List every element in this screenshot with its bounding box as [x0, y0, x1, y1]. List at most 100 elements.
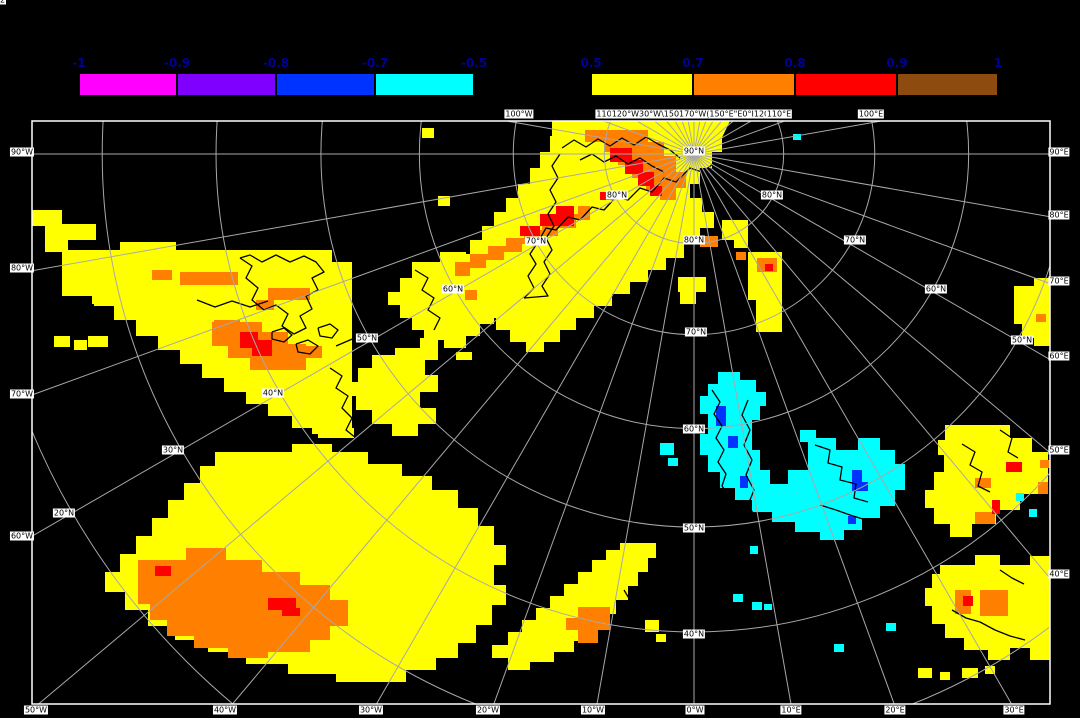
- undefined: 22: [0, 0, 7, 5]
- lon-label: 80°W: [9, 263, 35, 273]
- data-region-orange: [180, 272, 238, 285]
- lat-label: 50°N: [1010, 335, 1034, 345]
- map-frame-border: [31, 120, 1051, 705]
- coastline-path: [623, 589, 639, 653]
- lon-label: 90°W: [9, 147, 35, 157]
- colorbar-segment: [591, 73, 693, 96]
- lon-label: 80°E: [1048, 210, 1070, 220]
- lat-label: 40°N: [261, 388, 285, 398]
- data-region-cyan: [660, 443, 674, 455]
- data-region-orange: [1038, 482, 1048, 494]
- colorbar-tick-label: -0.9: [163, 56, 191, 70]
- data-region-orange: [980, 590, 1008, 616]
- lat-label: 80°N: [682, 235, 706, 245]
- coastline-path: [196, 299, 269, 308]
- data-region-red: [610, 148, 632, 162]
- lat-label: 70°N: [843, 235, 867, 245]
- coastline-path: [711, 389, 731, 498]
- data-region-cyan: [886, 623, 896, 631]
- data-region-cyan: [668, 458, 678, 466]
- data-region-yellow: [388, 252, 506, 348]
- lat-label: 80°N: [760, 190, 784, 200]
- data-region-cyan: [1029, 509, 1037, 517]
- data-region-yellow: [54, 336, 70, 347]
- data-region-orange: [1040, 460, 1050, 468]
- data-region-yellow: [645, 620, 659, 632]
- lon-label: 20°E: [884, 705, 906, 715]
- lon-label: 30°E: [1003, 705, 1025, 715]
- data-region-cyan: [750, 546, 758, 554]
- data-region-yellow: [344, 338, 438, 436]
- coastline-path: [819, 504, 867, 521]
- lon-label: 10°E: [780, 705, 802, 715]
- lat-label: 70°N: [524, 236, 548, 246]
- lon-label: 50°E: [1048, 445, 1070, 455]
- data-region-blue: [728, 436, 738, 448]
- data-region-yellow: [456, 352, 472, 360]
- colorbar-segment: [79, 73, 177, 96]
- data-region-orange: [736, 252, 746, 260]
- data-region-cyan: [752, 602, 762, 610]
- data-region-red: [992, 500, 1000, 514]
- colorbar-segment: [375, 73, 474, 96]
- data-region-blue: [848, 516, 856, 524]
- data-region-cyan: [1016, 493, 1024, 501]
- coastline-path: [951, 609, 1026, 641]
- colorbar-tick-label: -1: [72, 56, 86, 70]
- data-region-orange: [975, 478, 991, 488]
- lat-label: 20°N: [52, 508, 76, 518]
- graticule-meridian-line: [693, 153, 1050, 580]
- lon-label: 50°W: [23, 705, 49, 715]
- data-region-red: [268, 598, 296, 610]
- coastline-path: [414, 269, 441, 331]
- data-region-red: [282, 608, 300, 616]
- coastline-path: [999, 569, 1025, 585]
- data-region-orange: [975, 512, 995, 524]
- lat-label: 40°N: [682, 629, 706, 639]
- data-region-yellow: [962, 668, 978, 678]
- data-region-orange: [268, 288, 310, 300]
- lat-label: 80°N: [605, 190, 629, 200]
- coastline-path: [999, 429, 1019, 459]
- coastline-path: [814, 444, 869, 503]
- data-region-yellow: [312, 420, 334, 434]
- lat-label: 70°N: [684, 327, 708, 337]
- graticule-meridian-line: [693, 153, 1050, 361]
- data-region-orange: [465, 290, 477, 300]
- data-region-orange: [256, 300, 274, 310]
- data-region-yellow: [918, 668, 932, 678]
- lon-label: 70°W: [9, 389, 35, 399]
- graticule-meridian-line: [693, 153, 792, 704]
- coastline-path: [523, 153, 561, 299]
- data-region-yellow: [336, 428, 354, 438]
- lon-label: 10°W: [580, 705, 606, 715]
- lat-label: 50°N: [682, 523, 706, 533]
- data-region-cyan: [764, 604, 772, 610]
- data-region-orange: [152, 270, 172, 280]
- colorbar-tick-label: 0.5: [580, 56, 602, 70]
- lat-label: 50°N: [355, 333, 379, 343]
- graticule-meridian-line: [596, 153, 695, 704]
- colorbar-segment: [795, 73, 897, 96]
- colorbar-tick-label: -0.8: [262, 56, 290, 70]
- data-region-yellow: [492, 543, 656, 670]
- lon-label: 60°W: [9, 531, 35, 541]
- coastline-path: [317, 323, 339, 339]
- data-region-orange: [1036, 314, 1046, 322]
- graticule-meridian-line: [693, 153, 1050, 218]
- lat-label: 60°N: [924, 284, 948, 294]
- coastline-path: [271, 327, 293, 343]
- lon-label: 20°W: [475, 705, 501, 715]
- lat-label: 90°N: [682, 146, 706, 156]
- graticule-meridian-line: [32, 153, 695, 396]
- data-region-yellow: [422, 128, 434, 138]
- lon-label: 30°W: [358, 705, 384, 715]
- graticule-meridian-line: [693, 153, 895, 704]
- coastline-path: [295, 339, 319, 355]
- graticule-meridian-line: [32, 153, 695, 272]
- graticule-meridian-line: [693, 153, 1050, 454]
